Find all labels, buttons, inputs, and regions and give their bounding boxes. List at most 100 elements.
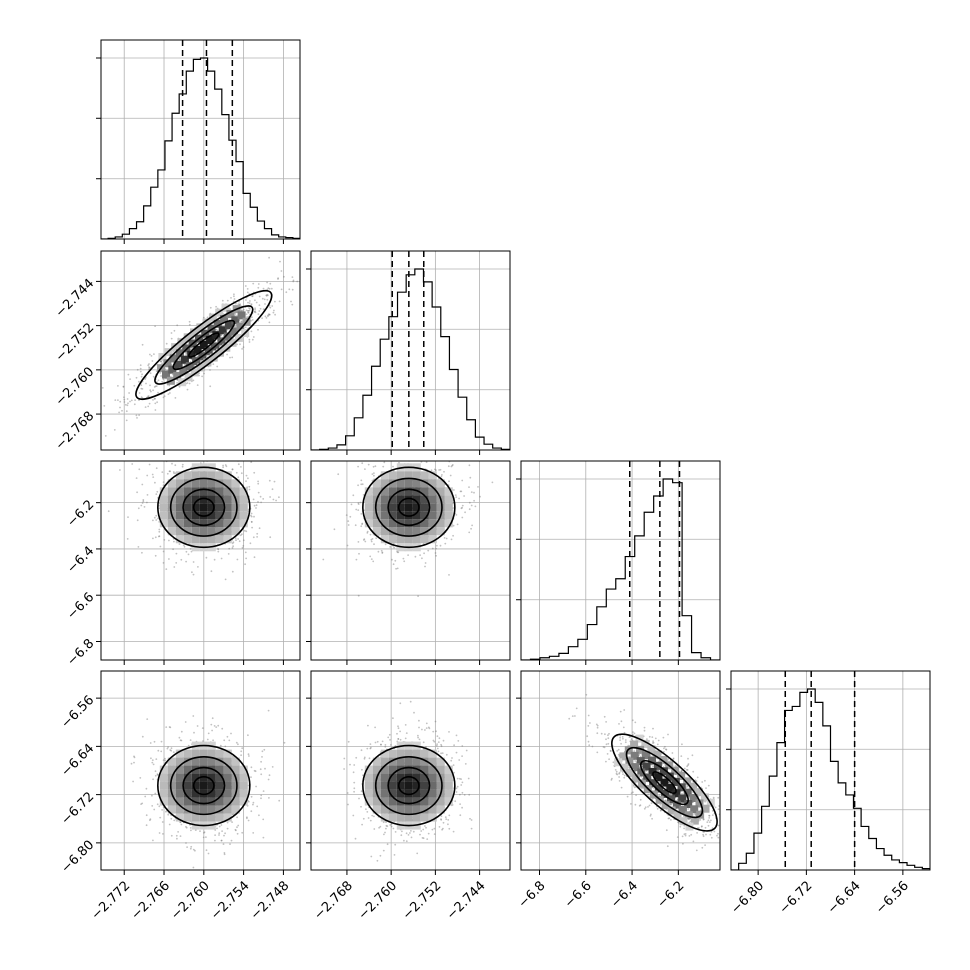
scatter-point — [210, 723, 213, 726]
scatter-point — [461, 791, 464, 794]
scatter-point — [117, 385, 119, 387]
scatter-point — [216, 365, 219, 368]
density-cell — [223, 789, 232, 798]
density-cell — [428, 535, 437, 544]
scatter-point — [184, 721, 187, 723]
scatter-point — [247, 311, 250, 314]
scatter-point — [439, 468, 442, 471]
scatter-point — [397, 725, 399, 728]
scatter-point — [455, 791, 458, 793]
density-cell — [412, 527, 421, 536]
scatter-point — [158, 832, 161, 834]
scatter-point — [215, 305, 218, 308]
density-cell — [222, 343, 231, 352]
scatter-point — [427, 549, 430, 552]
scatter-point — [262, 287, 265, 290]
scatter-point — [448, 731, 450, 733]
scatter-point — [161, 362, 164, 365]
scatter-point — [265, 294, 268, 297]
scatter-point — [140, 384, 143, 387]
scatter-point — [470, 491, 473, 493]
scatter-point — [425, 722, 428, 725]
scatter-point — [382, 465, 385, 468]
scatter-point — [278, 799, 281, 802]
scatter-point — [158, 535, 160, 538]
density-cell — [199, 503, 208, 512]
panel-frame — [310, 460, 511, 661]
density-cell — [203, 358, 212, 367]
scatter-point — [152, 778, 155, 781]
scatter-point — [447, 819, 450, 821]
density-cell — [239, 765, 248, 774]
density-cell — [428, 503, 437, 512]
scatter-point — [250, 810, 253, 813]
density-cell — [396, 535, 405, 544]
density-cell — [223, 813, 232, 822]
scatter-point — [148, 363, 150, 365]
scatter-point — [257, 283, 260, 285]
scatter-point — [171, 434, 173, 436]
scatter-point — [268, 797, 270, 799]
density-cell — [159, 773, 168, 782]
scatter-point — [355, 756, 358, 759]
scatter-point — [271, 305, 274, 307]
scatter-point — [245, 474, 248, 477]
scatter-point — [231, 821, 234, 823]
density-cell — [167, 519, 176, 528]
scatter-point — [397, 551, 400, 554]
density-cell — [199, 341, 208, 349]
scatter-point — [192, 715, 195, 717]
scatter-point — [256, 536, 258, 538]
scatter-point — [369, 533, 372, 536]
scatter-point — [151, 360, 154, 362]
scatter-point — [407, 554, 409, 556]
scatter-point — [141, 551, 143, 554]
scatter-point — [250, 520, 253, 523]
scatter-point — [140, 504, 143, 507]
scatter-point — [262, 818, 265, 821]
scatter-point — [250, 303, 253, 306]
scatter-point — [461, 479, 464, 482]
scatter-point — [360, 805, 362, 808]
scatter-point — [240, 472, 243, 475]
density-cell — [364, 495, 373, 504]
scatter-point — [244, 551, 247, 554]
scatter-point — [202, 316, 205, 319]
scatter-point — [158, 521, 161, 523]
scatter-point — [147, 405, 150, 408]
scatter-point — [145, 787, 148, 790]
scatter-point — [389, 546, 391, 548]
scatter-point — [126, 404, 129, 407]
scatter-point — [127, 402, 129, 405]
density-cell — [171, 343, 180, 352]
scatter-point — [435, 730, 437, 733]
scatter-point — [369, 743, 372, 745]
histogram-step — [101, 57, 300, 239]
density-cell — [420, 511, 429, 520]
scatter-point — [160, 740, 163, 743]
scatter-point — [254, 307, 256, 310]
scatter-point — [220, 839, 223, 842]
density-cell — [167, 805, 176, 814]
scatter-point — [153, 386, 156, 388]
scatter-point — [157, 517, 159, 520]
scatter-point — [261, 317, 263, 320]
scatter-point — [248, 302, 251, 304]
scatter-point — [263, 748, 266, 751]
x-tick-label: −2.748 — [248, 878, 293, 923]
scatter-point — [252, 801, 255, 804]
density-cell — [207, 749, 216, 758]
scatter-point — [136, 417, 138, 419]
density-cell — [199, 797, 208, 806]
scatter-point — [373, 543, 375, 546]
scatter-point — [428, 727, 431, 730]
scatter-point — [133, 761, 135, 764]
scatter-point — [365, 808, 367, 811]
scatter-point — [260, 773, 263, 776]
density-cell — [239, 487, 248, 496]
scatter-point — [452, 507, 455, 509]
scatter-point — [247, 734, 249, 737]
density-cell — [223, 805, 232, 814]
scatter-point — [250, 514, 252, 517]
scatter-point — [353, 764, 356, 766]
